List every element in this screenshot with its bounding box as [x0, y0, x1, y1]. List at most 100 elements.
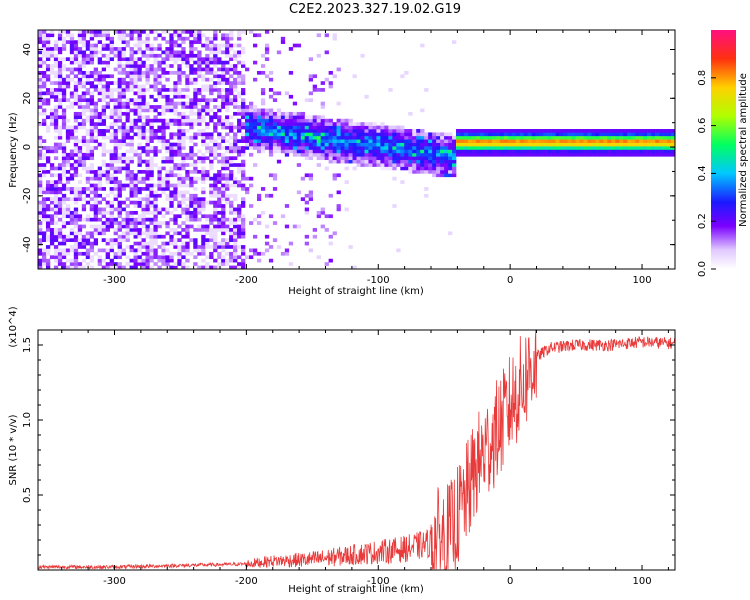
spectrogram-cell — [185, 156, 190, 161]
spectrogram-cell — [300, 139, 306, 143]
spectrogram-cell — [229, 30, 234, 34]
spectrogram-cell — [256, 132, 262, 137]
spectrogram-cell — [141, 204, 146, 208]
spectrogram-cell — [380, 152, 385, 157]
spectrogram-cell — [197, 169, 202, 174]
spectrogram-cell — [85, 81, 91, 85]
spectrogram-cell — [631, 139, 636, 143]
spectrogram-cell — [487, 149, 493, 154]
spectrogram-cell — [197, 30, 202, 34]
spectrogram-cell — [229, 207, 234, 212]
spectrogram-cell — [595, 132, 600, 137]
spectrogram-cell — [93, 146, 99, 150]
spectrogram-cell — [109, 180, 114, 184]
spectrogram-cell — [448, 169, 453, 174]
spectrogram-cell — [121, 200, 126, 205]
spectrogram-cell — [129, 70, 134, 75]
spectrogram-cell — [117, 64, 122, 68]
y-tick-label: 0 — [22, 144, 33, 150]
spectrogram-cell — [201, 190, 206, 195]
spectrogram-cell — [69, 166, 75, 171]
spectrogram-cell — [38, 98, 43, 102]
spectrogram-cell — [304, 173, 310, 178]
spectrogram-cell — [77, 231, 83, 236]
spectrogram-cell — [364, 139, 369, 143]
spectrogram-cell — [201, 105, 206, 109]
spectrogram-cell — [38, 200, 43, 205]
spectrogram-cell — [245, 139, 250, 143]
spectrogram-cell — [340, 149, 345, 154]
spectrogram-cell — [233, 251, 238, 256]
spectrogram-cell — [209, 108, 214, 113]
spectrogram-cell — [125, 169, 130, 174]
spectrogram-cell — [225, 224, 230, 229]
colorbar-ticks: 0.00.20.40.60.8 — [697, 70, 716, 277]
spectrogram-cell — [272, 221, 278, 225]
spectrogram-cell — [45, 74, 51, 79]
spectrogram-cell — [623, 142, 628, 147]
spectrogram-cell — [479, 129, 485, 133]
spectrogram-cell — [420, 149, 425, 154]
spectrogram-cell — [384, 142, 389, 147]
spectrogram-cell — [105, 43, 110, 48]
spectrogram-cell — [328, 159, 333, 164]
spectrogram-cell — [113, 221, 118, 225]
spectrogram-cell — [225, 81, 230, 85]
spectrogram-cell — [499, 152, 505, 157]
spectrogram-cell — [181, 200, 186, 205]
spectrogram-cell — [213, 173, 218, 178]
spectrogram-cell — [173, 146, 178, 150]
spectrogram-cell — [444, 142, 449, 147]
spectrogram-cell — [145, 57, 150, 62]
spectrogram-cell — [507, 149, 513, 154]
spectrogram-cell — [65, 33, 71, 38]
spectrogram-cell — [221, 176, 226, 181]
spectrogram-cell — [229, 115, 234, 120]
spectrogram-cell — [225, 187, 230, 191]
spectrogram-cell — [643, 135, 648, 140]
spectrogram-cell — [57, 251, 63, 256]
spectrogram-cell — [392, 146, 397, 150]
spectrogram-cell — [137, 98, 142, 102]
spectrogram-cell — [85, 187, 91, 191]
spectrogram-cell — [69, 173, 75, 178]
spectrogram-cell — [252, 217, 258, 222]
spectrogram-cell — [65, 251, 71, 256]
spectrogram-cell — [53, 146, 59, 150]
spectrogram-cell — [348, 132, 353, 137]
spectrogram-cell — [61, 197, 67, 202]
spectrogram-cell — [181, 156, 186, 161]
spectrogram-cell — [233, 101, 238, 106]
spectrogram-cell — [125, 84, 130, 89]
spectrogram-cell — [129, 57, 134, 62]
spectrogram-cell — [121, 33, 126, 38]
spectrogram-cell — [53, 207, 59, 212]
spectrogram-cell — [531, 146, 536, 150]
spectrogram-cell — [93, 70, 99, 75]
spectrogram-cell — [41, 173, 47, 178]
spectrogram-cell — [73, 231, 79, 236]
spectrogram-cell — [69, 228, 75, 232]
spectrogram-cell — [225, 163, 230, 167]
spectrogram-cell — [663, 135, 668, 140]
spectrogram-cell — [217, 74, 222, 79]
spectrogram-cell — [229, 91, 234, 96]
spectrogram-cell — [280, 40, 286, 44]
spectrogram-cell — [81, 139, 87, 143]
spectrogram-cell — [105, 30, 110, 34]
spectrogram-cell — [61, 248, 67, 253]
spectrogram-cell — [165, 53, 170, 58]
spectrogram-cell — [229, 228, 234, 232]
spectrogram-cell — [308, 139, 314, 143]
spectrogram-cell — [205, 40, 210, 44]
spectrogram-cell — [332, 132, 337, 137]
spectrogram-cell — [213, 200, 218, 205]
spectrogram-cell — [268, 94, 274, 99]
spectrogram-cell — [157, 139, 162, 143]
spectrogram-cell — [348, 149, 353, 154]
spectrogram-cell — [217, 91, 222, 96]
spectrogram-cell — [364, 129, 369, 133]
spectrogram-cell — [635, 139, 640, 143]
spectrogram-cell — [571, 146, 576, 150]
spectrogram-cell — [141, 91, 146, 96]
